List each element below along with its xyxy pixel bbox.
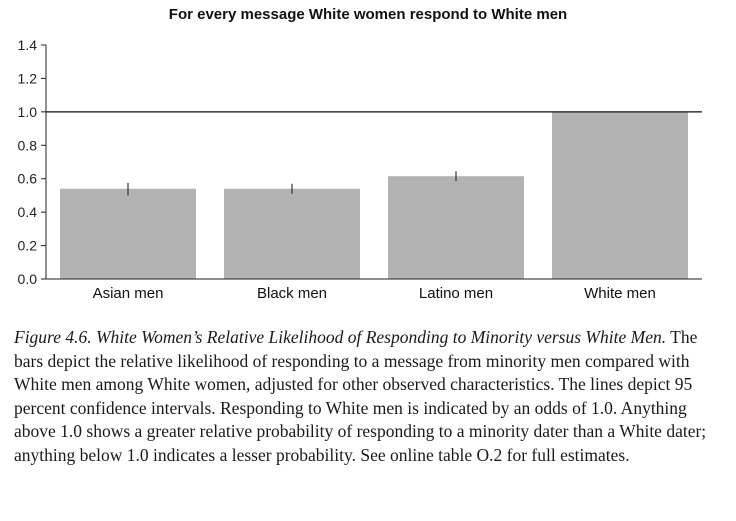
x-category-label: White men	[584, 285, 656, 302]
x-category-label: Latino men	[419, 285, 493, 302]
y-axis: 0.0 0.2 0.4 0.6 0.8 1.0 1.2 1.4	[18, 37, 47, 287]
bar	[552, 111, 688, 279]
y-tick-label: 0.8	[18, 137, 38, 153]
y-tick-label: 0.4	[18, 204, 38, 220]
x-category-label: Black men	[257, 285, 327, 302]
bar	[60, 188, 196, 279]
bar-chart: 0.0 0.2 0.4 0.6 0.8 1.0 1.2 1.4 Asian men Black …	[18, 37, 702, 302]
chart-title: For every message White women respond to…	[168, 6, 568, 23]
x-axis: Asian men Black men Latino men White men	[46, 278, 702, 302]
caption-body: The bars depict the relative likelihood …	[14, 327, 707, 465]
figure-caption: Figure 4.6. White Women’s Relative Likel…	[14, 326, 726, 467]
y-tick-label: 1.2	[18, 70, 38, 86]
bars	[60, 111, 688, 279]
y-tick-label: 0.6	[18, 171, 38, 187]
caption-lead: Figure 4.6. White Women’s Relative Likel…	[14, 327, 667, 347]
y-tick-label: 1.0	[18, 104, 38, 120]
bar	[388, 176, 524, 279]
y-tick-label: 0.0	[18, 271, 38, 287]
bar	[224, 188, 360, 279]
y-tick-label: 1.4	[18, 37, 38, 53]
x-category-label: Asian men	[93, 285, 164, 302]
error-bars	[127, 171, 457, 196]
y-tick-label: 0.2	[18, 238, 38, 254]
